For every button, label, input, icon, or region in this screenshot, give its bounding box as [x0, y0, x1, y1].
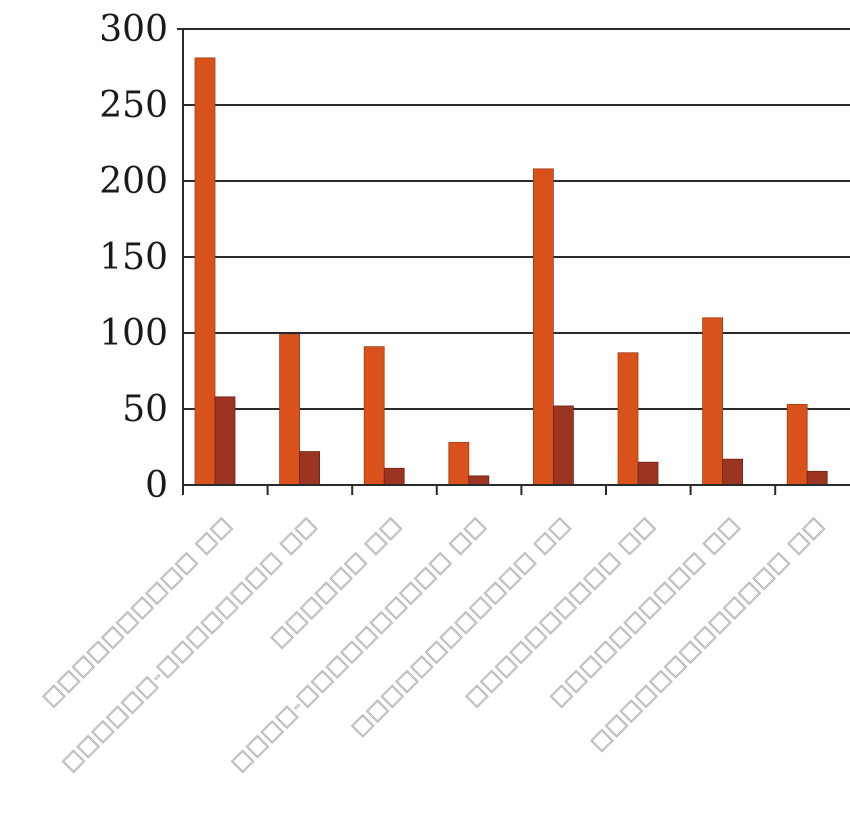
y-tick-label: 0	[145, 465, 168, 506]
y-tick-labels: 0 50 100 150 200 250 300	[99, 9, 168, 506]
bar	[637, 461, 659, 486]
y-tick-label: 200	[99, 161, 168, 202]
bar	[702, 317, 723, 486]
gridlines	[183, 28, 850, 410]
bar	[468, 475, 490, 486]
bar	[214, 396, 236, 486]
y-tick-label: 250	[99, 85, 168, 126]
bar	[553, 405, 574, 486]
y-tick-label: 300	[99, 9, 168, 50]
bar	[194, 57, 216, 486]
bar	[299, 451, 321, 486]
bar	[533, 168, 554, 486]
bar	[806, 470, 828, 486]
x-tick-labels: □□□□□□□□□□ □□□□□□□□-□□□□□□□□ □□□□□□□□ □□…	[37, 511, 829, 776]
y-tick-label: 100	[99, 313, 168, 354]
y-tick-label: 150	[99, 237, 168, 278]
bar	[786, 404, 808, 486]
y-tick-label: 50	[122, 389, 168, 430]
axes	[177, 28, 850, 495]
bars	[194, 57, 828, 486]
bar	[383, 467, 405, 486]
bar	[448, 442, 470, 486]
bar	[279, 334, 301, 486]
bar	[617, 352, 639, 486]
bar	[363, 346, 385, 486]
bar	[722, 458, 743, 486]
